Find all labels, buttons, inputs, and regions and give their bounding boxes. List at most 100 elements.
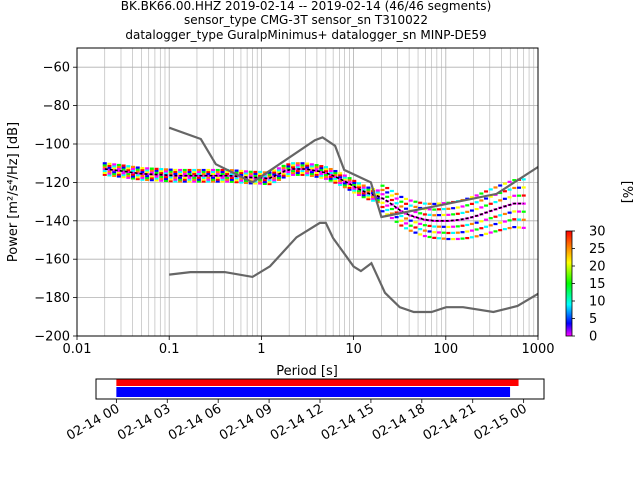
psd-density-cell xyxy=(196,176,201,179)
psd-density-cell xyxy=(469,196,474,199)
psd-density-cell xyxy=(173,168,178,172)
psd-density-cell xyxy=(267,182,272,186)
psd-density-cell xyxy=(512,186,517,190)
psd-density-cell xyxy=(116,171,121,174)
psd-density-cell xyxy=(385,213,390,216)
y-tick-label: −140 xyxy=(34,214,70,229)
psd-density-cell xyxy=(300,162,305,165)
psd-density-cell xyxy=(394,211,399,214)
psd-density-cell xyxy=(342,176,347,179)
colorbar-tick-label: 30 xyxy=(589,225,606,240)
psd-density-cell xyxy=(512,179,517,182)
colorbar-tick-label: 0 xyxy=(589,330,597,345)
psd-density-cell xyxy=(446,207,451,210)
psd-density-cell xyxy=(479,227,484,230)
psd-density-cell xyxy=(149,175,154,178)
psd-density-cell xyxy=(436,202,441,205)
psd-density-cell xyxy=(451,213,456,216)
psd-density-cell xyxy=(474,194,479,197)
psd-density-cell xyxy=(427,230,432,233)
psd-density-cell xyxy=(521,210,526,213)
psd-density-cell xyxy=(258,182,263,185)
psd-density-cell xyxy=(413,221,418,224)
psd-density-cell xyxy=(441,225,446,228)
psd-density-cell xyxy=(112,170,117,174)
psd-density-cell xyxy=(380,205,385,209)
psd-density-cell xyxy=(469,229,474,232)
psd-density-cell xyxy=(418,222,423,225)
y-tick-label: −80 xyxy=(43,99,70,114)
psd-density-cell xyxy=(455,225,460,228)
psd-density-cell xyxy=(281,174,286,177)
psd-density-cell xyxy=(253,170,258,174)
psd-density-cell xyxy=(319,170,324,174)
psd-density-cell xyxy=(399,224,404,227)
psd-density-cell xyxy=(484,218,489,221)
psd-density-cell xyxy=(324,173,329,176)
psd-density-cell xyxy=(517,226,522,229)
psd-density-cell xyxy=(427,213,432,216)
psd-density-cell xyxy=(484,197,489,200)
coverage-bar-blue xyxy=(116,387,511,397)
psd-density-cell xyxy=(102,169,107,173)
psd-density-cell xyxy=(389,189,394,193)
psd-density-cell xyxy=(512,210,517,213)
psd-density-cell xyxy=(314,164,319,167)
psd-density-cell xyxy=(347,177,352,180)
psd-density-cell xyxy=(159,179,164,182)
psd-density-cell xyxy=(116,169,121,172)
psd-density-cell xyxy=(286,172,291,176)
psd-density-cell xyxy=(295,171,300,174)
psd-density-cell xyxy=(404,212,409,215)
psd-density-cell xyxy=(361,184,366,187)
psd-density-cell xyxy=(441,231,446,234)
psd-density-cell xyxy=(380,193,385,196)
psd-density-cell xyxy=(262,171,267,174)
psd-density-cell xyxy=(385,204,390,207)
psd-density-cell xyxy=(140,174,145,177)
psd-density-cell xyxy=(488,202,493,205)
psd-density-cell xyxy=(352,183,357,186)
psd-density-cell xyxy=(328,175,333,178)
psd-density-cell xyxy=(154,177,159,180)
psd-density-cell xyxy=(418,217,423,220)
psd-density-cell xyxy=(517,218,522,221)
psd-density-cell xyxy=(215,168,220,172)
psd-density-cell xyxy=(502,182,507,185)
psd-density-cell xyxy=(276,174,281,178)
psd-density-cell xyxy=(324,168,329,171)
psd-density-cell xyxy=(229,169,234,172)
psd-density-cell xyxy=(140,178,145,181)
psd-density-cell xyxy=(267,181,272,184)
psd-density-cell xyxy=(243,170,248,173)
psd-density-cell xyxy=(126,167,131,170)
psd-plot: 0.01 0.1 1 10 100 1000 −200 −180 −160 −140 −120 −1… xyxy=(6,47,555,379)
psd-density-cell xyxy=(455,212,460,215)
psd-density-cell xyxy=(498,229,503,232)
psd-density-cell xyxy=(404,227,409,230)
psd-density-cell xyxy=(121,168,126,171)
colorbar-tick-label: 5 xyxy=(589,312,597,327)
psd-density-cell xyxy=(107,166,112,169)
psd-density-cell xyxy=(309,174,314,178)
psd-density-cell xyxy=(159,171,164,175)
psd-density-cell xyxy=(262,180,267,184)
psd-density-cell xyxy=(380,188,385,192)
psd-density-cell xyxy=(211,170,216,174)
psd-density-cell xyxy=(154,171,159,174)
psd-density-cell xyxy=(173,170,178,173)
x-tick-label: 1000 xyxy=(521,342,554,357)
psd-density-cell xyxy=(145,169,150,172)
psd-density-cell xyxy=(432,208,437,211)
psd-density-cell xyxy=(112,165,117,168)
psd-density-cell xyxy=(446,237,451,241)
psd-density-cell xyxy=(206,168,211,172)
psd-density-cell xyxy=(408,214,413,217)
psd-density-cell xyxy=(352,191,357,194)
psd-density-cell xyxy=(178,176,183,179)
psd-density-cell xyxy=(507,196,512,199)
psd-density-cell xyxy=(206,178,211,181)
psd-density-cell xyxy=(356,182,361,185)
psd-density-cell xyxy=(173,176,178,179)
psd-density-cell xyxy=(309,167,314,170)
